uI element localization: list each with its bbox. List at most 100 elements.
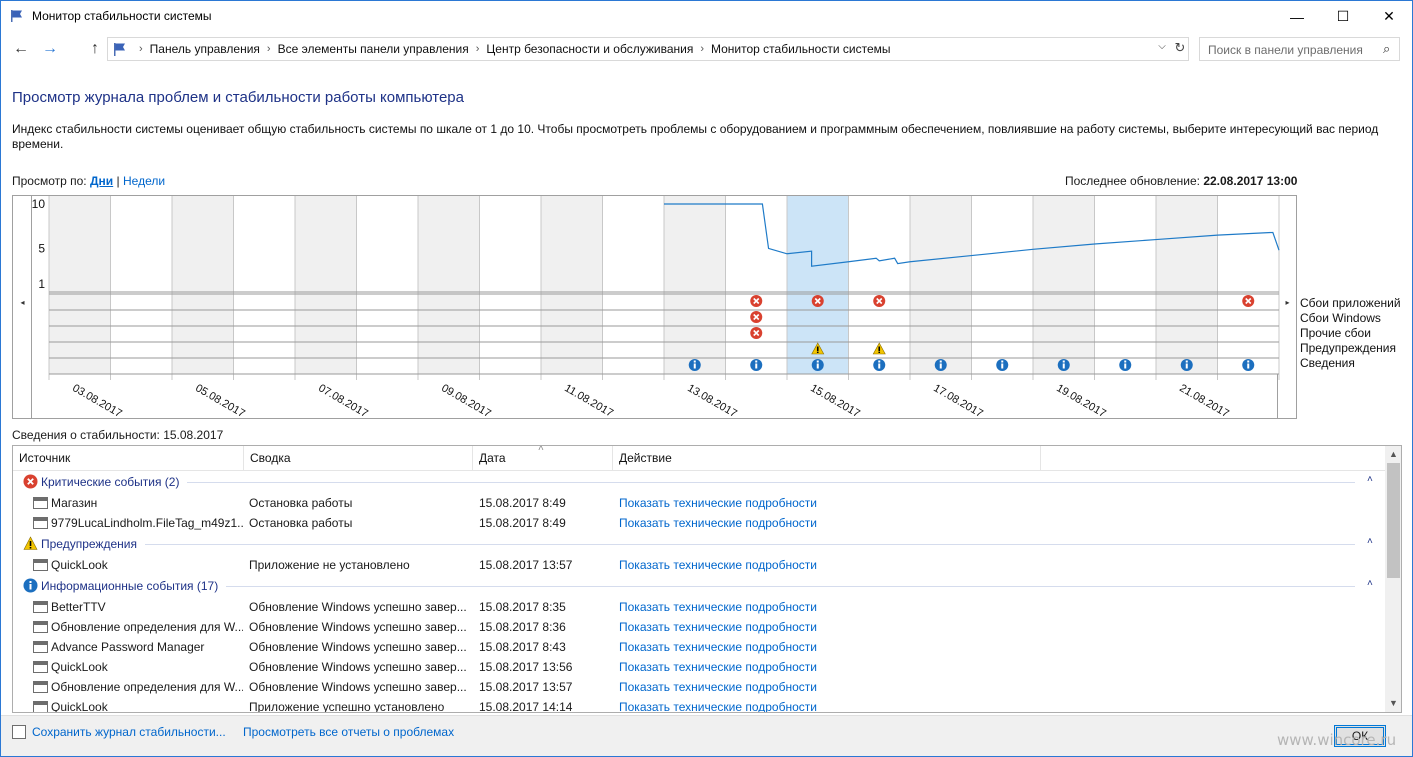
x-tick-label: 05.08.2017	[193, 382, 247, 418]
address-dropdown-icon[interactable]: ⌵	[1158, 41, 1166, 52]
address-bar[interactable]: › Панель управления › Все элементы панел…	[107, 37, 1189, 61]
search-input[interactable]: Поиск в панели управления ⌕	[1199, 37, 1400, 61]
info-icon-dot	[1247, 360, 1250, 363]
refresh-icon[interactable]: ↻	[1174, 40, 1186, 55]
cell-source: 9779LucaLindholm.FileTag_m49z1...	[51, 516, 243, 530]
group-header[interactable]: Критические события (2) ˄	[13, 471, 1385, 493]
info-icon-dot	[755, 360, 758, 363]
breadcrumb-control-panel[interactable]: Панель управления	[149, 42, 260, 56]
cell-source: Магазин	[51, 496, 98, 510]
footer-bar: Сохранить журнал стабильности... Просмот…	[1, 715, 1412, 756]
last-update-label: Последнее обновление:	[1065, 174, 1200, 188]
scrollbar-thumb[interactable]	[1387, 463, 1400, 578]
stability-chart-plot[interactable]: 10 5 1 03.08.2017 05.08.2017 07.08.2017 09.08.…	[13, 196, 1296, 418]
table-row[interactable]: Магазин Остановка работы 15.08.2017 8:49 По…	[13, 493, 1385, 513]
breadcrumb-reliability-monitor[interactable]: Монитор стабильности системы	[711, 42, 891, 56]
view-all-reports-link[interactable]: Просмотреть все отчеты о проблемах	[243, 725, 455, 739]
save-history-link[interactable]: Сохранить журнал стабильности...	[32, 725, 226, 739]
day-column	[541, 196, 603, 374]
group-label[interactable]: Информационные события (17)	[41, 579, 219, 593]
breadcrumb-separator[interactable]: ›	[475, 43, 480, 55]
view-technical-details-link[interactable]: Показать технические подробности	[619, 516, 817, 530]
column-date[interactable]: Дата	[473, 446, 613, 471]
view-weeks-link[interactable]: Недели	[123, 174, 166, 188]
scroll-up-icon[interactable]: ▲	[1389, 449, 1398, 459]
view-technical-details-link[interactable]: Показать технические подробности	[619, 496, 817, 510]
view-technical-details-link[interactable]: Показать технические подробности	[619, 620, 817, 634]
maximize-button[interactable]: ☐	[1336, 8, 1350, 24]
info-icon-mark	[1001, 363, 1004, 369]
forward-button[interactable]: →	[42, 40, 58, 57]
group-header[interactable]: Информационные события (17) ˄	[13, 575, 1385, 597]
x-tick-label: 03.08.2017	[70, 382, 124, 418]
collapse-icon[interactable]: ˄	[1367, 578, 1373, 589]
close-button[interactable]: ✕	[1383, 8, 1395, 24]
chevron-left-icon[interactable]: ◂	[20, 298, 25, 307]
collapse-icon[interactable]: ˄	[1367, 536, 1373, 547]
collapse-icon[interactable]: ˄	[1367, 474, 1373, 485]
table-row[interactable]: Обновление определения для W... Обновлени…	[13, 677, 1385, 697]
warning-icon-mark	[878, 346, 881, 351]
view-technical-details-link[interactable]: Показать технические подробности	[619, 600, 817, 614]
page-title: Просмотр журнала проблем и стабильности …	[12, 89, 464, 106]
column-source[interactable]: Источник	[13, 446, 244, 471]
flag-icon	[11, 10, 22, 22]
chevron-right-icon[interactable]: ▸	[1285, 298, 1290, 307]
day-column	[356, 196, 418, 374]
minimize-button[interactable]: —	[1290, 8, 1304, 25]
view-technical-details-link[interactable]: Показать технические подробности	[619, 558, 817, 572]
error-icon-cross	[814, 297, 821, 305]
chart-row-label: Прочие сбои	[1300, 326, 1371, 340]
chart-scroll-left[interactable]: ◂	[13, 196, 32, 418]
breadcrumb-separator[interactable]: ›	[266, 43, 271, 55]
view-technical-details-link[interactable]: Показать технические подробности	[619, 660, 817, 674]
cell-summary: Обновление Windows успешно завер...	[249, 620, 467, 634]
breadcrumb-all-items[interactable]: Все элементы панели управления	[277, 42, 469, 56]
view-technical-details-link[interactable]: Показать технические подробности	[619, 680, 817, 694]
group-header[interactable]: Предупреждения ˄	[13, 533, 1385, 555]
chart-row-label: Сбои приложений	[1300, 296, 1401, 310]
navigation-bar: ← → ↑ › Панель управления › Все элементы…	[1, 32, 1412, 66]
day-column	[602, 196, 664, 374]
table-row[interactable]: QuickLook Приложение не установлено 15.08.…	[13, 555, 1385, 575]
view-technical-details-link[interactable]: Показать технические подробности	[619, 640, 817, 654]
table-row[interactable]: Обновление определения для W... Обновлени…	[13, 617, 1385, 637]
cell-date: 15.08.2017 8:49	[479, 516, 566, 530]
view-days-link[interactable]: Дни	[90, 174, 114, 188]
view-technical-details-link[interactable]: Показать технические подробности	[619, 700, 817, 713]
search-icon[interactable]: ⌕	[1383, 41, 1391, 56]
stability-chart[interactable]: ◂ ▸ 10 5 1 03.08.2017 05.08.2017 07.08.2017 09…	[12, 195, 1297, 419]
up-button[interactable]: ↑	[91, 40, 99, 57]
details-table: Источник Сводка Дата Действие ˄ Критичес…	[12, 445, 1402, 713]
title-bar: Монитор стабильности системы — ☐ ✕	[1, 1, 1412, 32]
info-icon-mark	[1247, 363, 1250, 369]
info-icon-mark	[816, 363, 819, 369]
table-row[interactable]: Advance Password Manager Обновление Windo…	[13, 637, 1385, 657]
table-row[interactable]: QuickLook Приложение успешно установлено 1…	[13, 697, 1385, 713]
breadcrumb: › Панель управления › Все элементы панел…	[132, 42, 891, 56]
table-row[interactable]: QuickLook Обновление Windows успешно заве…	[13, 657, 1385, 677]
info-icon-dot	[816, 360, 819, 363]
table-row[interactable]: BetterTTV Обновление Windows успешно заве…	[13, 597, 1385, 617]
group-label[interactable]: Предупреждения	[41, 537, 137, 551]
sort-indicator-icon: ˄	[538, 445, 544, 454]
table-scrollbar[interactable]: ▲ ▼	[1385, 446, 1401, 712]
table-row[interactable]: 9779LucaLindholm.FileTag_m49z1... Останов…	[13, 513, 1385, 533]
column-summary[interactable]: Сводка	[244, 446, 473, 471]
error-icon-cross	[753, 329, 760, 337]
warning-icon	[23, 536, 38, 551]
day-column	[1094, 196, 1156, 374]
cell-summary: Обновление Windows успешно завер...	[249, 640, 467, 654]
back-button[interactable]: ←	[13, 40, 29, 57]
cell-source: Advance Password Manager	[51, 640, 205, 654]
ok-button[interactable]: ОК	[1334, 725, 1386, 747]
breadcrumb-separator[interactable]: ›	[700, 43, 704, 55]
group-label[interactable]: Критические события (2)	[41, 475, 180, 489]
column-action[interactable]: Действие	[613, 446, 1041, 471]
scroll-down-icon[interactable]: ▼	[1389, 698, 1398, 708]
group-divider	[187, 482, 1355, 483]
breadcrumb-separator: ›	[139, 43, 143, 55]
chart-row-label: Сбои Windows	[1300, 311, 1381, 325]
info-icon-mark	[1062, 363, 1065, 369]
breadcrumb-security-center[interactable]: Центр безопасности и обслуживания	[486, 42, 694, 56]
